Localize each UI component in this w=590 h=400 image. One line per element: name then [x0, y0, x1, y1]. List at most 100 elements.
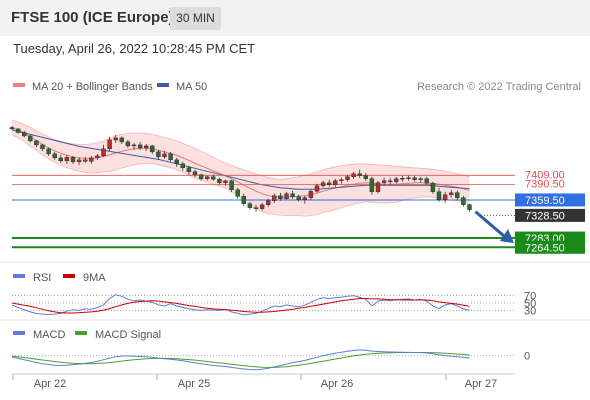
candle-up	[107, 139, 112, 150]
legend-swatch	[13, 83, 25, 87]
candle-down	[211, 176, 216, 180]
candle-down	[436, 191, 442, 200]
candle-down	[369, 178, 375, 192]
candle-down	[357, 173, 362, 176]
candle-up	[345, 176, 350, 180]
resistance-level-label: 7390.50	[525, 179, 565, 191]
candle-up	[351, 173, 356, 177]
rsi-legend-label: RSI	[33, 272, 51, 284]
candle-up	[204, 176, 210, 179]
candle-down	[192, 171, 198, 175]
legend-label: MA 20 + Bollinger Bands	[32, 81, 153, 93]
candle-up	[302, 197, 307, 200]
candle-up	[418, 178, 423, 180]
candle-down	[34, 140, 39, 146]
candle-down	[137, 144, 143, 149]
macd-level-label: 0	[524, 351, 530, 363]
legend-swatch	[157, 83, 169, 87]
ma50-line	[11, 129, 470, 190]
candle-down	[150, 145, 155, 153]
timeframe-badge[interactable]: 30 MIN	[170, 7, 221, 30]
candle-down	[278, 195, 283, 199]
candle-down	[253, 207, 259, 209]
candle-down	[363, 175, 368, 179]
rsi-line	[11, 294, 470, 316]
chart-datetime: Tuesday, April 26, 2022 10:28:45 PM CET	[13, 41, 256, 56]
candle-down	[180, 163, 186, 169]
candle-down	[235, 189, 240, 197]
candle-down	[22, 132, 27, 137]
candle-up	[449, 192, 454, 195]
resistance-level-label: 7409.00	[525, 169, 565, 181]
candle-up	[314, 185, 320, 192]
candle-up	[89, 157, 94, 162]
candle-up	[400, 178, 405, 180]
pivot-level-label: 7359.50	[525, 195, 565, 207]
candle-down	[156, 151, 161, 158]
candle-down	[467, 204, 472, 210]
candle-down	[9, 127, 15, 130]
candle-down	[125, 141, 131, 147]
candle-down	[217, 179, 222, 183]
candle-down	[327, 182, 332, 185]
candle-up	[64, 157, 70, 162]
chart-attribution: Research © 2022 Trading Central	[417, 81, 581, 93]
candle-up	[113, 137, 118, 141]
rsi-legend-label: 9MA	[83, 272, 106, 284]
x-axis-tick-label: Apr 27	[465, 378, 497, 390]
macd-legend-swatch	[75, 331, 87, 335]
candle-up	[308, 191, 314, 198]
candle-down	[455, 192, 460, 198]
candle-up	[143, 145, 149, 149]
candle-up	[162, 153, 167, 158]
rsi-ma9-line	[11, 298, 470, 314]
candle-down	[82, 159, 88, 162]
rsi-level-label: 50	[524, 298, 536, 310]
candle-down	[296, 196, 301, 200]
bollinger-upper-line	[11, 119, 470, 180]
legend-label: MA 50	[176, 81, 207, 93]
candle-down	[40, 144, 45, 150]
last-price-label: 7328.50	[525, 210, 565, 222]
macd-line	[11, 349, 470, 371]
candle-down	[229, 180, 234, 190]
candle-up	[223, 180, 228, 183]
candle-up	[320, 182, 326, 186]
macd-legend-label: MACD Signal	[95, 329, 161, 341]
candle-up	[284, 193, 289, 199]
candle-down	[52, 153, 57, 159]
rsi-level-label: 30	[524, 305, 536, 317]
candle-up	[406, 177, 411, 179]
candle-up	[442, 194, 448, 200]
rsi-legend-swatch	[63, 274, 75, 278]
candle-up	[272, 195, 277, 201]
bollinger-lower-line	[11, 134, 470, 217]
candle-down	[198, 174, 204, 179]
support-level-label: 7264.50	[525, 242, 565, 254]
candle-down	[241, 196, 247, 204]
candle-up	[394, 178, 399, 182]
candle-down	[461, 197, 466, 205]
candle-down	[70, 157, 76, 163]
candle-down	[15, 128, 21, 133]
candle-down	[174, 159, 179, 165]
x-axis-tick-label: Apr 22	[34, 378, 66, 390]
candle-up	[375, 182, 381, 192]
x-axis-tick-label: Apr 25	[178, 378, 210, 390]
macd-legend-label: MACD	[33, 329, 65, 341]
candle-up	[266, 200, 271, 205]
candle-down	[430, 183, 436, 192]
rsi-legend-swatch	[13, 274, 25, 278]
chart-header: FTSE 100 (ICE Europe) 30 MIN	[0, 0, 590, 36]
candle-down	[119, 137, 125, 143]
last-price-box	[515, 208, 585, 222]
candle-down	[424, 178, 429, 184]
macd-signal-line	[11, 352, 470, 368]
rsi-level-label: 70	[524, 291, 536, 303]
candle-up	[76, 159, 82, 163]
macd-legend-swatch	[13, 331, 25, 335]
bollinger-band-area	[12, 120, 470, 217]
candle-down	[46, 148, 51, 155]
candle-down	[290, 193, 295, 197]
